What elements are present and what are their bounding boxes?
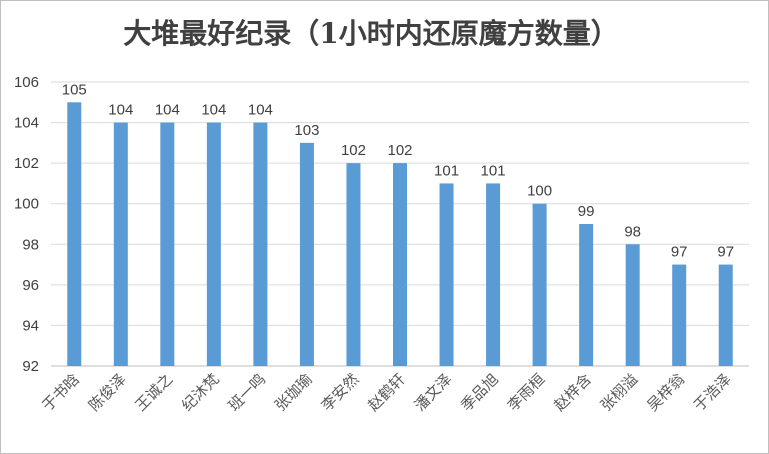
x-tick-label: 陈俊泽	[85, 370, 130, 415]
x-tick-label: 于书晗	[39, 370, 84, 415]
x-tick-label: 季品旭	[457, 370, 502, 415]
x-tick-label: 赵鹤轩	[364, 370, 409, 415]
x-tick-label: 李安然	[318, 370, 363, 415]
x-tick-label: 王诚之	[132, 370, 177, 415]
bar	[206, 122, 221, 366]
x-tick-label: 吴梓翁	[643, 370, 688, 415]
data-label: 102	[387, 142, 412, 159]
data-label: 104	[108, 102, 133, 119]
x-tick-label: 张珈瑜	[271, 370, 316, 415]
data-label: 101	[481, 162, 506, 179]
x-tick-label: 张栩溢	[597, 370, 642, 415]
x-tick-label: 于浩泽	[690, 370, 735, 415]
data-label: 105	[62, 81, 87, 98]
bar	[579, 224, 594, 366]
bar	[113, 122, 128, 366]
bars	[67, 102, 733, 367]
bar	[672, 264, 687, 366]
x-tick-label: 潘文泽	[411, 370, 456, 415]
data-label: 100	[527, 183, 552, 200]
data-label: 99	[578, 203, 595, 220]
bar	[393, 163, 407, 366]
y-axis-ticks: 92 94 96 98 100 102 104 106	[14, 74, 39, 375]
y-tick-label: 104	[14, 115, 39, 132]
data-label: 98	[624, 223, 641, 240]
bar	[253, 122, 268, 366]
y-tick-label: 94	[22, 317, 39, 334]
y-tick-label: 96	[22, 277, 39, 294]
data-label: 104	[155, 102, 180, 119]
data-label: 102	[341, 142, 366, 159]
y-tick-label: 106	[14, 74, 39, 91]
bar	[346, 163, 361, 366]
bar	[718, 264, 733, 366]
x-tick-label: 班一鸣	[225, 370, 270, 415]
y-tick-label: 92	[22, 358, 39, 375]
x-tick-label: 李雨桓	[504, 370, 549, 415]
data-label: 97	[671, 244, 688, 261]
bar	[299, 142, 314, 366]
data-label: 104	[248, 102, 273, 119]
bar	[625, 244, 640, 366]
data-label: 97	[717, 244, 734, 261]
data-labels: 105 104 104 104 104 103 102 102 101 101 100 99 98 97 9…	[62, 81, 734, 260]
chart-title: 大堆最好纪录（1小时内还原魔方数量）	[123, 17, 619, 50]
bar	[67, 102, 82, 367]
data-label: 101	[434, 162, 459, 179]
bar	[486, 183, 501, 366]
bar	[439, 183, 454, 366]
bar	[532, 203, 547, 366]
y-tick-label: 98	[22, 236, 39, 253]
x-tick-label: 纪沐梵	[178, 370, 223, 415]
x-tick-label: 赵梓含	[550, 370, 595, 415]
data-label: 103	[294, 122, 319, 139]
bar	[160, 122, 175, 366]
x-axis-categories: 于书晗 陈俊泽 王诚之 纪沐梵 班一鸣 张珈瑜 李安然 赵鹤轩 潘文泽 季品旭 李雨桓 赵梓含 张栩溢吴…	[39, 370, 735, 415]
y-tick-label: 102	[14, 155, 39, 172]
y-tick-label: 100	[14, 196, 39, 213]
data-label: 104	[201, 102, 226, 119]
